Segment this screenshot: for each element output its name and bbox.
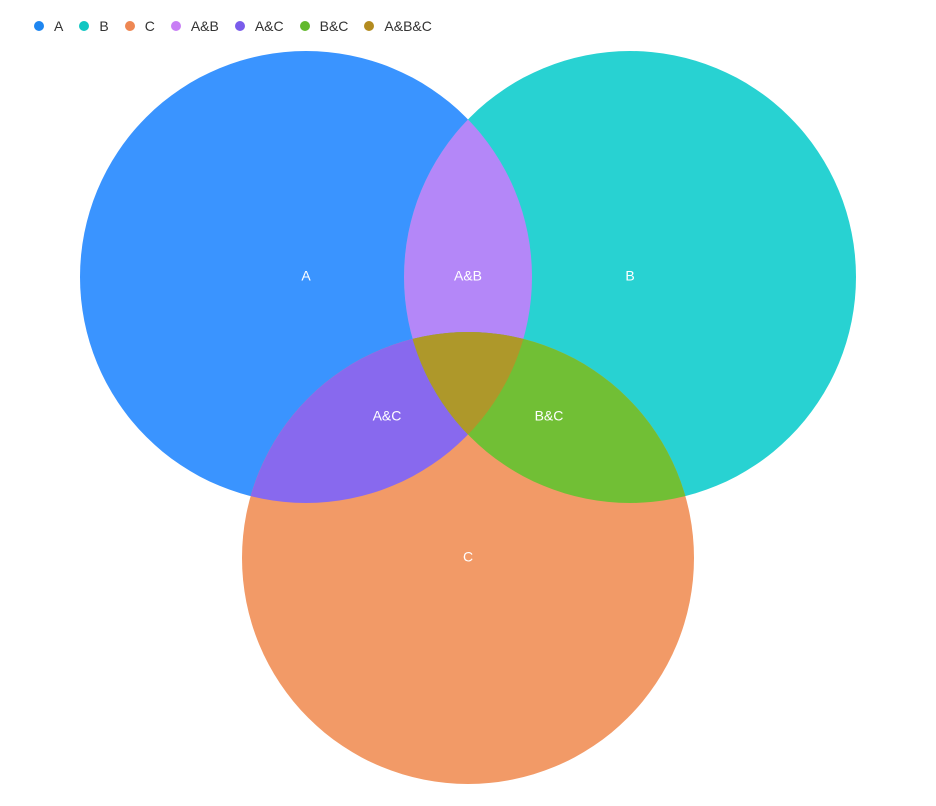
- region-label-c: C: [463, 549, 473, 565]
- legend-item-a[interactable]: A: [34, 16, 63, 36]
- venn-region-a-and-c[interactable]: [242, 332, 694, 784]
- legend-item-a-and-b-and-c[interactable]: A&B&C: [364, 16, 432, 36]
- region-label-b-and-c: B&C: [535, 408, 564, 424]
- legend-marker-icon: [79, 21, 90, 31]
- region-label-a-and-b: A&B: [454, 268, 482, 284]
- legend-item-b[interactable]: B: [79, 16, 109, 36]
- region-label-a: A: [301, 268, 311, 284]
- venn-region-b-and-c[interactable]: [242, 332, 694, 784]
- legend-marker-icon: [299, 21, 310, 31]
- legend-item-b-and-c[interactable]: B&C: [299, 16, 349, 36]
- legend-marker-icon: [34, 21, 44, 31]
- legend-label: A&B&C: [384, 18, 432, 34]
- legend-label: C: [144, 18, 155, 34]
- legend-marker-icon: [234, 21, 245, 31]
- legend-marker-icon: [170, 21, 181, 31]
- legend-label: A&C: [254, 18, 284, 34]
- legend-label: B&C: [319, 18, 349, 34]
- region-label-b: B: [625, 268, 634, 284]
- legend-label: A: [54, 18, 64, 34]
- legend-label: A&B: [190, 18, 219, 34]
- chart-legend: A B C A&B A&C B&C A&B&C: [34, 16, 448, 36]
- legend-marker-icon: [124, 21, 135, 31]
- legend-item-c[interactable]: C: [124, 16, 155, 36]
- legend-marker-icon: [364, 21, 375, 31]
- legend-item-a-and-c[interactable]: A&C: [234, 16, 284, 36]
- legend-item-a-and-b[interactable]: A&B: [170, 16, 219, 36]
- legend-label: B: [99, 18, 109, 34]
- region-label-a-and-c: A&C: [373, 408, 402, 424]
